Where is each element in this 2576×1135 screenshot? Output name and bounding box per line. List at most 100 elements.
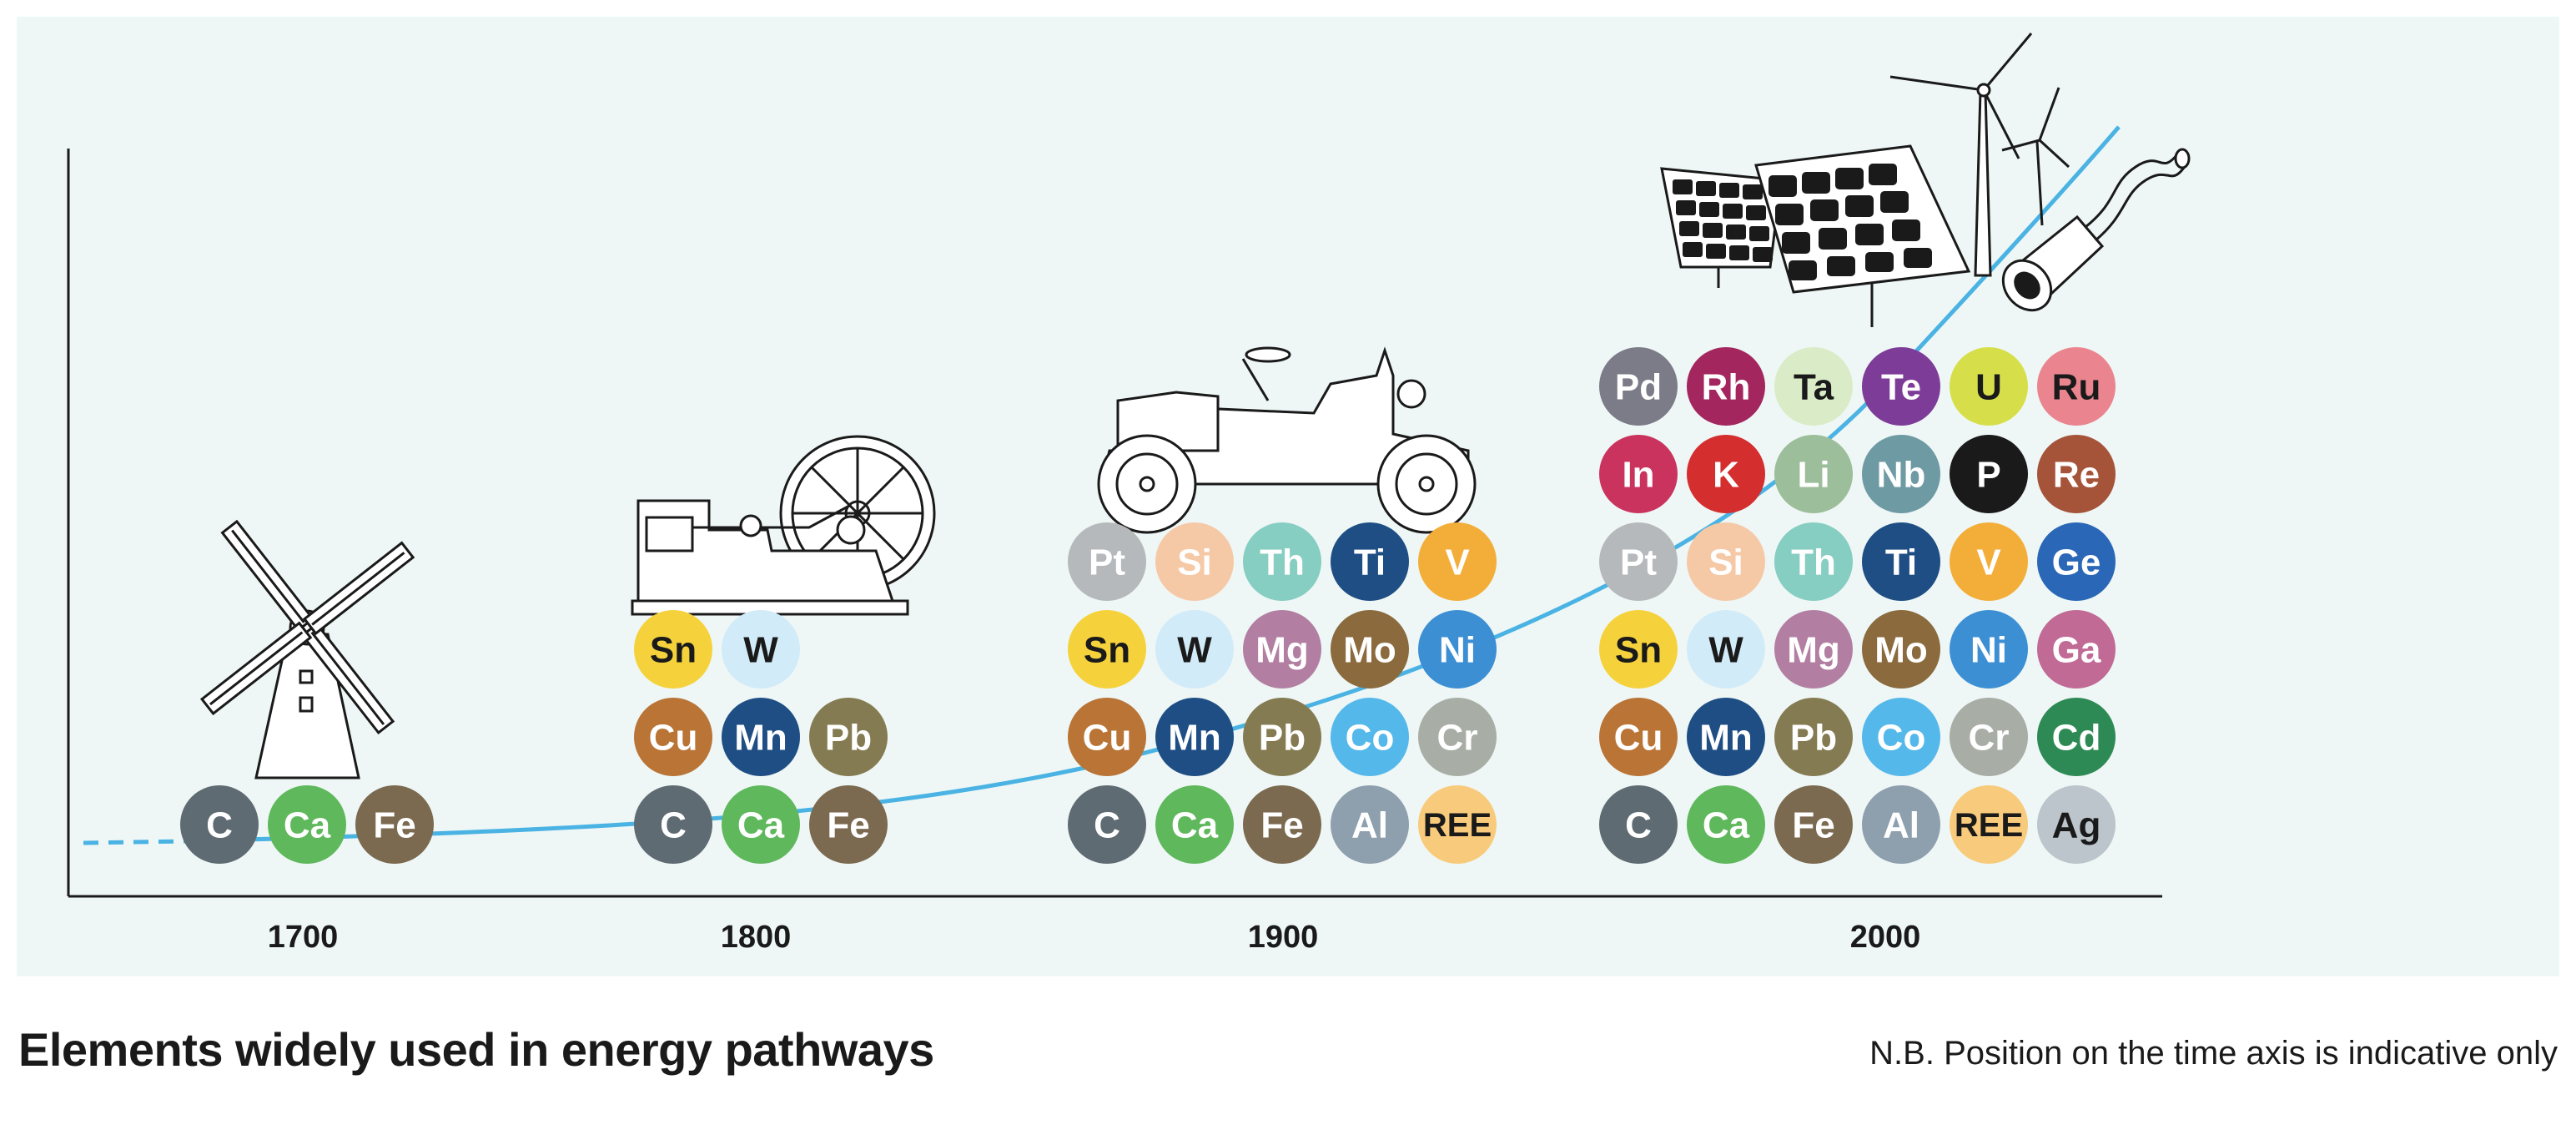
element-badge-th: Th bbox=[1243, 522, 1321, 601]
element-badge-si: Si bbox=[1155, 522, 1234, 601]
element-circle bbox=[2037, 785, 2116, 864]
element-symbol: Co bbox=[1346, 718, 1395, 759]
element-symbol: Ru bbox=[2052, 367, 2101, 408]
element-symbol: P bbox=[1976, 455, 2000, 496]
element-circle bbox=[1862, 435, 1940, 513]
element-badge-u: U bbox=[1950, 347, 2028, 426]
element-circle bbox=[1155, 610, 1234, 689]
element-symbol: W bbox=[1708, 630, 1743, 671]
element-badge-v: V bbox=[1418, 522, 1497, 601]
element-symbol: Si bbox=[1177, 542, 1212, 583]
time-label-1700: 1700 bbox=[268, 920, 339, 955]
element-circle bbox=[1331, 522, 1409, 601]
element-symbol: REE bbox=[1423, 807, 1492, 844]
element-badge-in: In bbox=[1599, 435, 1678, 513]
time-label-1800: 1800 bbox=[721, 920, 792, 955]
element-circle bbox=[1950, 522, 2028, 601]
element-symbol: Cu bbox=[1614, 718, 1663, 759]
element-circle bbox=[1687, 610, 1765, 689]
element-badge-cr: Cr bbox=[1418, 698, 1497, 776]
element-symbol: Fe bbox=[373, 805, 415, 846]
element-symbol: Ag bbox=[2052, 805, 2101, 846]
element-symbol: Ni bbox=[1970, 630, 2007, 671]
element-circle bbox=[1068, 698, 1146, 776]
element-symbol: Ga bbox=[2052, 630, 2101, 671]
element-symbol: Pb bbox=[825, 718, 872, 759]
element-badge-pb: Pb bbox=[1774, 698, 1853, 776]
element-symbol: C bbox=[1094, 805, 1120, 846]
element-symbol: Mn bbox=[1699, 718, 1753, 759]
element-badge-cu: Cu bbox=[1599, 698, 1678, 776]
element-symbol: Si bbox=[1708, 542, 1743, 583]
element-badge-ca: Ca bbox=[1155, 785, 1234, 864]
element-symbol: Ca bbox=[1171, 805, 1219, 846]
element-circle bbox=[1862, 610, 1940, 689]
element-symbol: In bbox=[1622, 455, 1654, 496]
element-badge-al: Al bbox=[1862, 785, 1940, 864]
element-badge-ga: Ga bbox=[2037, 610, 2116, 689]
element-symbol: Li bbox=[1797, 455, 1829, 496]
element-badge-rh: Rh bbox=[1687, 347, 1765, 426]
element-badge-mg: Mg bbox=[1774, 610, 1853, 689]
element-badge-pd: Pd bbox=[1599, 347, 1678, 426]
element-symbol: Ni bbox=[1439, 630, 1476, 671]
element-symbol: Ti bbox=[1885, 542, 1917, 583]
element-badge-mo: Mo bbox=[1331, 610, 1409, 689]
element-circle bbox=[1950, 347, 2028, 426]
element-symbol: Sn bbox=[650, 630, 697, 671]
element-circle bbox=[1418, 785, 1497, 864]
element-circle bbox=[2037, 522, 2116, 601]
element-circle bbox=[1687, 785, 1765, 864]
element-symbol: Pb bbox=[1790, 718, 1837, 759]
diagram-panel: 1700 1800 1900 2000 bbox=[17, 17, 2559, 976]
element-symbol: Rh bbox=[1702, 367, 1751, 408]
element-circle bbox=[634, 698, 712, 776]
element-circle bbox=[1068, 610, 1146, 689]
element-badge-v: V bbox=[1950, 522, 2028, 601]
vintage-car-icon bbox=[1097, 346, 1477, 534]
element-circle bbox=[180, 785, 259, 864]
element-symbol: Sn bbox=[1615, 630, 1662, 671]
element-symbol: Nb bbox=[1877, 455, 1926, 496]
element-badge-ca: Ca bbox=[722, 785, 800, 864]
element-badge-nb: Nb bbox=[1862, 435, 1940, 513]
element-circle bbox=[1774, 522, 1853, 601]
element-circle bbox=[1950, 698, 2028, 776]
element-badge-c: C bbox=[180, 785, 259, 864]
element-circle bbox=[1155, 785, 1234, 864]
element-badge-c: C bbox=[1068, 785, 1146, 864]
element-symbol: Te bbox=[1881, 367, 1921, 408]
element-badge-pt: Pt bbox=[1068, 522, 1146, 601]
element-symbol: Mo bbox=[1343, 630, 1396, 671]
element-circle bbox=[1155, 698, 1234, 776]
element-badge-sn: Sn bbox=[1599, 610, 1678, 689]
element-circle bbox=[268, 785, 346, 864]
element-circle bbox=[1774, 347, 1853, 426]
element-circle bbox=[1950, 610, 2028, 689]
element-badge-re: Re bbox=[2037, 435, 2116, 513]
element-circle bbox=[1243, 785, 1321, 864]
element-circle bbox=[1599, 347, 1678, 426]
element-circle bbox=[634, 610, 712, 689]
element-symbol: V bbox=[1976, 542, 2001, 583]
element-badge-k: K bbox=[1687, 435, 1765, 513]
element-circle bbox=[2037, 610, 2116, 689]
element-badge-ni: Ni bbox=[1418, 610, 1497, 689]
element-circle bbox=[1331, 610, 1409, 689]
element-circle bbox=[1331, 785, 1409, 864]
element-circle bbox=[1068, 785, 1146, 864]
element-badge-fe: Fe bbox=[809, 785, 888, 864]
element-circle bbox=[1862, 698, 1940, 776]
element-symbol: Mo bbox=[1874, 630, 1928, 671]
element-circle bbox=[355, 785, 434, 864]
element-badge-cr: Cr bbox=[1950, 698, 2028, 776]
element-circle bbox=[1862, 522, 1940, 601]
element-badge-fe: Fe bbox=[355, 785, 434, 864]
element-symbol: W bbox=[1177, 630, 1212, 671]
element-circle bbox=[2037, 347, 2116, 426]
element-circle bbox=[1243, 610, 1321, 689]
element-symbol: Ca bbox=[1703, 805, 1750, 846]
element-symbol: Cr bbox=[1437, 718, 1478, 759]
element-badge-mn: Mn bbox=[722, 698, 800, 776]
element-symbol: Cu bbox=[649, 718, 698, 759]
